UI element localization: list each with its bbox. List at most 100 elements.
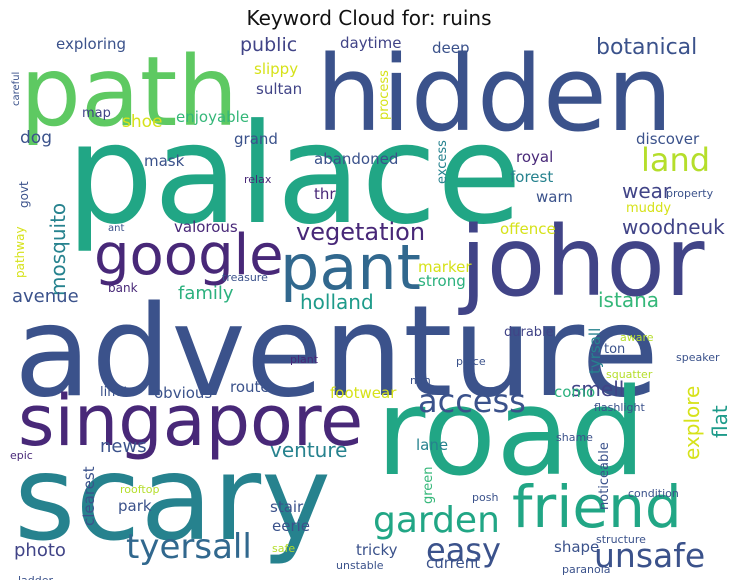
word-public: public — [240, 34, 298, 56]
word-property: property — [666, 187, 714, 200]
word-easy: easy — [426, 531, 501, 569]
word-holland: holland — [300, 290, 374, 314]
word-avenue: avenue — [12, 286, 79, 307]
word-aware: aware — [620, 331, 654, 344]
word-mosquito: mosquito — [46, 202, 70, 296]
word-botanical: botanical — [596, 35, 698, 60]
word-condition: condition — [628, 487, 679, 500]
word-explore: explore — [680, 385, 704, 460]
word-dog: dog — [20, 128, 52, 148]
word-tricky: tricky — [356, 541, 398, 559]
word-scary: scary — [14, 429, 332, 567]
word-cloud: palace adventure hidden path road scary … — [8, 34, 730, 580]
word-footwear: footwear — [330, 384, 397, 402]
word-strong: strong — [418, 272, 466, 290]
word-sultan: sultan — [256, 80, 303, 98]
word-safe: safe — [272, 542, 296, 555]
word-road: road — [376, 364, 646, 503]
word-shoe: shoe — [122, 112, 163, 132]
word-singapore: singapore — [18, 380, 364, 462]
word-ant: ant — [108, 223, 125, 234]
word-posh: posh — [472, 491, 499, 504]
word-hidden: hidden — [316, 34, 673, 155]
word-map: map — [82, 106, 111, 121]
word-discover: discover — [636, 130, 700, 148]
word-enjoyable: enjoyable — [176, 108, 250, 126]
word-access: access — [418, 382, 526, 420]
word-wear: wear — [622, 179, 672, 203]
word-istana: istana — [598, 288, 660, 312]
word-speaker: speaker — [676, 351, 720, 364]
word-tyrsall: tyrsall — [586, 327, 604, 374]
word-shame: shame — [556, 431, 593, 444]
word-family: family — [178, 283, 234, 304]
word-photo: photo — [14, 540, 66, 561]
word-piece: piece — [456, 355, 486, 368]
word-news: news — [100, 436, 147, 457]
word-vegetation: vegetation — [296, 218, 426, 246]
word-flashlight: flashlight — [594, 401, 645, 414]
word-mask: mask — [144, 152, 185, 170]
word-min: min — [410, 374, 431, 387]
word-valorous: valorous — [174, 218, 238, 236]
word-ton: ton — [604, 342, 626, 357]
word-slippy: slippy — [254, 60, 299, 78]
word-clearest: clearest — [80, 466, 98, 526]
word-epic: epic — [10, 449, 33, 462]
word-johor: johor — [460, 206, 705, 318]
word-tyersall: tyersall — [126, 527, 252, 567]
word-paranoia: paranoia — [562, 563, 611, 576]
word-obvious: obvious — [154, 384, 213, 402]
word-relax: relax — [244, 173, 272, 186]
cloud-title: Keyword Cloud for: ruins — [246, 6, 492, 30]
word-eerie: eerie — [272, 517, 311, 535]
word-careful: careful — [11, 71, 22, 106]
word-deep: deep — [432, 39, 470, 57]
word-limit: limit — [100, 385, 129, 400]
word-pant: pant — [280, 231, 421, 304]
word-unstable: unstable — [336, 559, 384, 572]
word-structure: structure — [596, 533, 646, 546]
word-pathway: pathway — [13, 226, 27, 278]
word-path: path — [20, 36, 239, 148]
word-lane: lane — [416, 436, 449, 454]
word-durable: durable — [504, 325, 554, 340]
word-forest: forest — [510, 168, 554, 186]
word-abandoned: abandoned — [314, 150, 399, 168]
word-royal: royal — [516, 148, 554, 166]
word-palace: palace — [66, 94, 522, 255]
word-friend: friend — [512, 473, 682, 541]
word-warn: warn — [536, 188, 573, 206]
word-adventure: adventure — [14, 278, 659, 425]
word-daytime: daytime — [340, 34, 402, 52]
word-process: process — [377, 70, 392, 120]
word-ladder: ladder — [18, 575, 53, 580]
word-thr: thr — [314, 185, 336, 203]
word-garden: garden — [373, 500, 500, 541]
word-squatter: squatter — [606, 368, 653, 381]
word-stair: stair — [270, 498, 304, 516]
word-marker: marker — [418, 258, 472, 276]
word-govt: govt — [17, 181, 31, 208]
word-bank: bank — [108, 281, 138, 295]
word-park: park — [118, 497, 152, 515]
word-green: green — [421, 466, 436, 504]
word-muddy: muddy — [626, 201, 672, 216]
word-plant: plant — [290, 353, 319, 366]
word-smell: smell — [571, 377, 625, 401]
word-offence: offence — [500, 220, 556, 238]
word-woodneuk: woodneuk — [622, 215, 725, 239]
word-google: google — [94, 223, 284, 288]
word-unsafe: unsafe — [594, 536, 706, 575]
word-excess: excess — [435, 140, 450, 184]
word-route: route — [230, 378, 270, 396]
word-treasure: treasure — [222, 271, 268, 284]
word-noticeable: noticeable — [597, 442, 612, 510]
word-exploring: exploring — [56, 35, 127, 53]
word-rooftop: rooftop — [120, 483, 160, 496]
word-land: land — [641, 141, 711, 179]
word-current: current — [426, 554, 481, 572]
word-venture: venture — [270, 438, 348, 462]
word-shape: shape — [554, 538, 600, 556]
word-como: como — [554, 383, 596, 401]
